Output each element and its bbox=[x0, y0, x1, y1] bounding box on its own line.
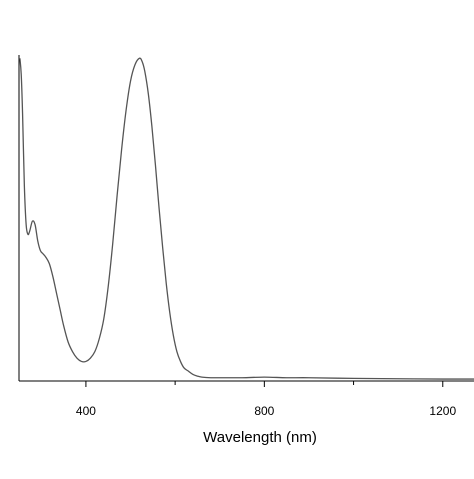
absorbance-series-line bbox=[19, 57, 474, 380]
series-layer bbox=[19, 57, 474, 380]
x-tick-label: 400 bbox=[76, 404, 96, 418]
axes bbox=[18, 55, 474, 382]
x-axis-title: Wavelength (nm) bbox=[203, 429, 317, 446]
x-axis-ticks: 400 800 1200 bbox=[76, 381, 456, 418]
x-tick-label: 800 bbox=[254, 404, 274, 418]
x-tick-label: 1200 bbox=[429, 404, 456, 418]
